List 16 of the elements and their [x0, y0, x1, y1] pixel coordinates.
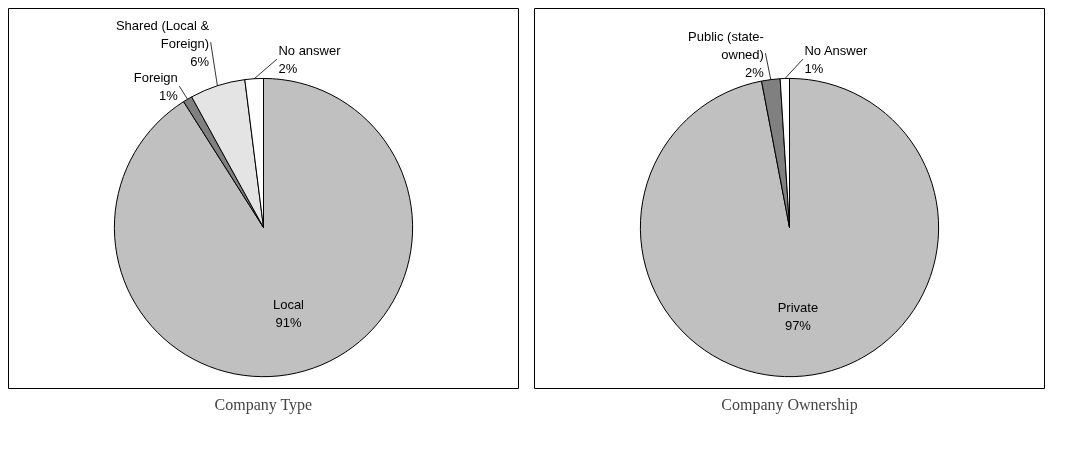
slice-label: Public (state-owned) — [688, 28, 764, 62]
data-label: 2% — [745, 64, 765, 80]
slice-label: Foreign — [133, 69, 178, 85]
data-label: 2% — [278, 60, 298, 76]
slice-label: Private — [777, 300, 819, 316]
data-label: 6% — [190, 53, 210, 69]
data-label: 1% — [159, 87, 179, 103]
data-label: 1% — [804, 60, 824, 76]
slice-label: Shared (Local & Foreign) — [115, 17, 210, 51]
text: Company Ownership — [721, 395, 858, 414]
slice-label: No Answer — [804, 42, 868, 58]
text: Company Type — [214, 395, 313, 414]
slice-label: Local — [272, 296, 305, 312]
data-label: 91% — [275, 314, 302, 330]
slice-label: No answer — [278, 42, 342, 58]
data-label: 97% — [784, 318, 812, 334]
